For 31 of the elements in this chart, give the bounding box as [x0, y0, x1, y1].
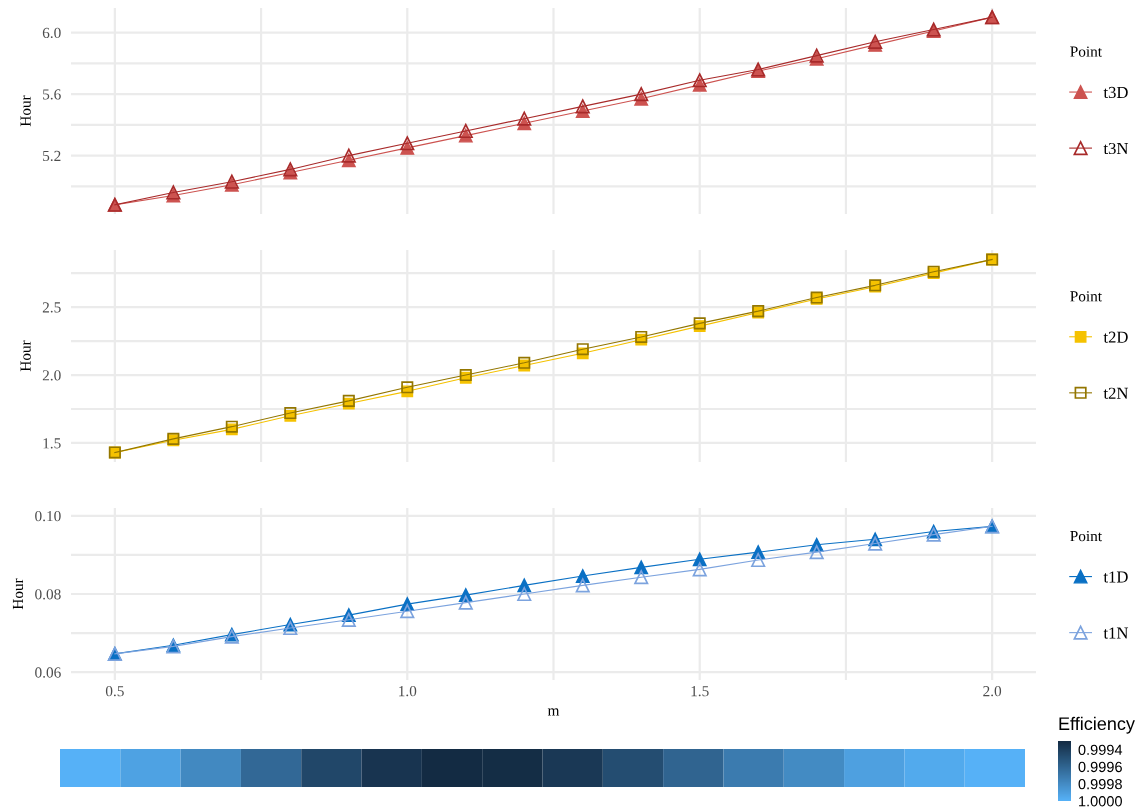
- legend-label: t1D: [1103, 571, 1128, 583]
- x-axis-title: m: [547, 708, 560, 716]
- x-tick-label: 2.0: [983, 686, 1002, 697]
- legend-label: t2D: [1103, 331, 1128, 343]
- legend-label: t1N: [1103, 627, 1129, 639]
- y-axis-title: Hour: [20, 340, 31, 372]
- color-bar-label: 0.9996: [1078, 761, 1122, 773]
- color-bar-label: 0.9994: [1078, 744, 1123, 755]
- legend-label: t3N: [1103, 142, 1129, 155]
- legend-title: Point: [1070, 530, 1102, 542]
- x-tick-label: 0.5: [105, 686, 124, 697]
- y-tick-label: 6.0: [42, 27, 61, 39]
- y-axis-title: Hour: [12, 578, 24, 610]
- y-tick-label: 5.2: [43, 150, 61, 162]
- y-tick-label: 0.10: [35, 510, 61, 522]
- x-tick-label: 1.0: [399, 686, 417, 697]
- legend-label: t2N: [1103, 387, 1129, 399]
- y-tick-label: 2.0: [42, 370, 61, 381]
- color-bar-label: 1.0000: [1079, 796, 1122, 807]
- legend-title: Point: [1070, 291, 1102, 302]
- y-tick-label: 5.6: [43, 89, 61, 100]
- y-tick-label: 0.06: [35, 667, 61, 678]
- y-tick-label: 1.5: [43, 438, 61, 449]
- y-axis-title: Hour: [20, 95, 31, 127]
- color-bar-title: Efficiency: [1059, 716, 1135, 734]
- color-bar-label: 0.9998: [1078, 778, 1122, 790]
- y-tick-label: 0.08: [35, 589, 61, 600]
- x-tick-label: 1.5: [691, 686, 709, 697]
- legend-title: Point: [1070, 46, 1102, 57]
- y-tick-label: 2.5: [42, 302, 61, 313]
- legend-label: t3D: [1103, 86, 1128, 99]
